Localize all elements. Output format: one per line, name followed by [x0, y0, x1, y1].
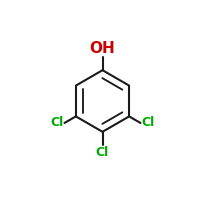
Text: Cl: Cl	[141, 116, 154, 129]
Text: Cl: Cl	[96, 146, 109, 159]
Text: OH: OH	[90, 41, 115, 56]
Text: Cl: Cl	[51, 116, 64, 129]
